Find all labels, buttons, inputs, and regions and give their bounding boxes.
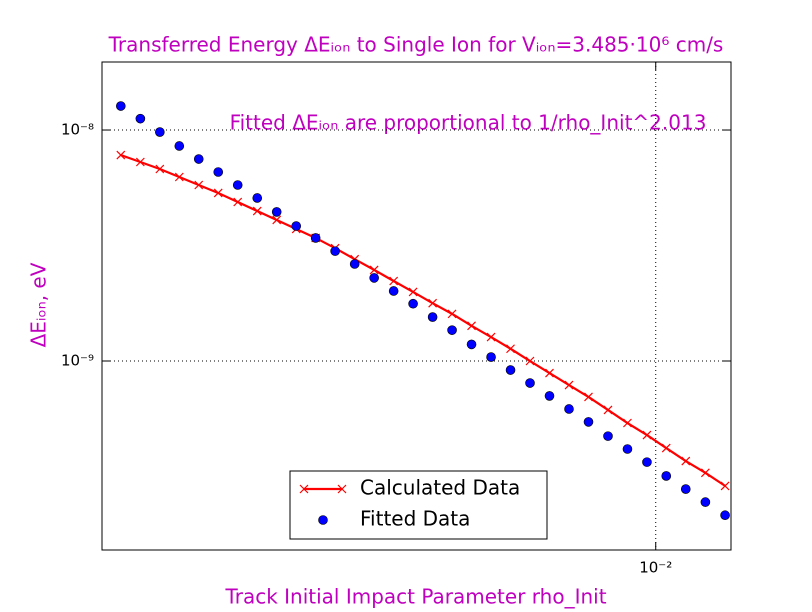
dot bbox=[486, 352, 496, 362]
x-marker bbox=[408, 287, 418, 297]
x-marker bbox=[135, 157, 145, 167]
x-marker bbox=[603, 405, 613, 415]
dot bbox=[720, 510, 730, 521]
dot bbox=[252, 193, 263, 203]
dot bbox=[116, 101, 126, 111]
dot bbox=[232, 180, 243, 190]
legend-box bbox=[289, 470, 548, 540]
x-marker bbox=[252, 206, 262, 216]
x-tick-label: 10⁻² bbox=[639, 559, 672, 577]
line bbox=[120, 154, 726, 487]
legend-swatch bbox=[318, 515, 328, 525]
dot bbox=[349, 259, 360, 269]
dot bbox=[271, 207, 282, 217]
dot bbox=[174, 141, 185, 151]
dot bbox=[525, 378, 535, 388]
x-marker bbox=[700, 468, 710, 478]
x-marker bbox=[116, 150, 126, 160]
dot bbox=[603, 431, 613, 441]
dot bbox=[583, 417, 594, 427]
plot-frame bbox=[101, 61, 732, 551]
x-axis-label: Track Initial Impact Parameter rho_Init bbox=[224, 585, 606, 609]
dot bbox=[544, 391, 555, 401]
x-marker bbox=[369, 265, 379, 275]
x-marker bbox=[642, 430, 652, 440]
dot bbox=[135, 113, 146, 124]
x-marker bbox=[174, 172, 184, 182]
x-marker bbox=[661, 443, 671, 453]
x-marker bbox=[506, 344, 515, 354]
x-marker bbox=[467, 321, 476, 331]
y-tick-label: 10⁻⁹ bbox=[61, 352, 94, 370]
x-marker bbox=[428, 298, 438, 308]
dot bbox=[622, 444, 633, 454]
plot-area bbox=[116, 101, 730, 521]
legend-swatch bbox=[337, 484, 347, 494]
x-marker bbox=[486, 332, 496, 342]
dot bbox=[155, 127, 165, 137]
dot bbox=[193, 154, 204, 164]
x-marker bbox=[681, 456, 691, 466]
dot bbox=[213, 167, 224, 177]
dot bbox=[466, 339, 477, 350]
dot bbox=[680, 484, 691, 494]
legend-swatch bbox=[299, 484, 309, 494]
x-marker bbox=[525, 356, 535, 366]
dot bbox=[291, 221, 302, 231]
x-marker bbox=[584, 392, 593, 402]
dot bbox=[310, 233, 321, 243]
x-marker bbox=[194, 180, 204, 190]
x-marker bbox=[623, 418, 632, 428]
legend-label: Calculated Data bbox=[360, 476, 520, 500]
dot bbox=[427, 312, 438, 322]
y-axis-label: ΔEᵢₒₙ, eV bbox=[27, 262, 51, 347]
x-marker bbox=[447, 309, 457, 319]
x-marker bbox=[389, 276, 399, 286]
dot bbox=[564, 404, 574, 414]
x-marker bbox=[155, 164, 165, 174]
annotation: Fitted ΔEᵢₒₙ are proportional to 1/rho_I… bbox=[230, 111, 707, 135]
x-marker bbox=[233, 197, 243, 207]
dot bbox=[642, 457, 652, 467]
x-marker bbox=[720, 481, 730, 491]
x-marker bbox=[272, 215, 282, 225]
dot bbox=[330, 246, 340, 256]
dot bbox=[408, 298, 418, 309]
chart-title: Transferred Energy ΔEᵢₒₙ to Single Ion f… bbox=[108, 33, 724, 57]
x-marker bbox=[213, 188, 223, 198]
x-marker bbox=[545, 368, 554, 378]
dot bbox=[388, 286, 399, 296]
legend-label: Fitted Data bbox=[360, 507, 470, 531]
dot bbox=[505, 365, 516, 375]
dot bbox=[369, 273, 379, 283]
dot bbox=[700, 497, 711, 507]
y-tick-label: 10⁻⁸ bbox=[61, 121, 94, 139]
dot bbox=[661, 471, 672, 481]
x-marker bbox=[564, 380, 574, 390]
dot bbox=[447, 325, 457, 335]
